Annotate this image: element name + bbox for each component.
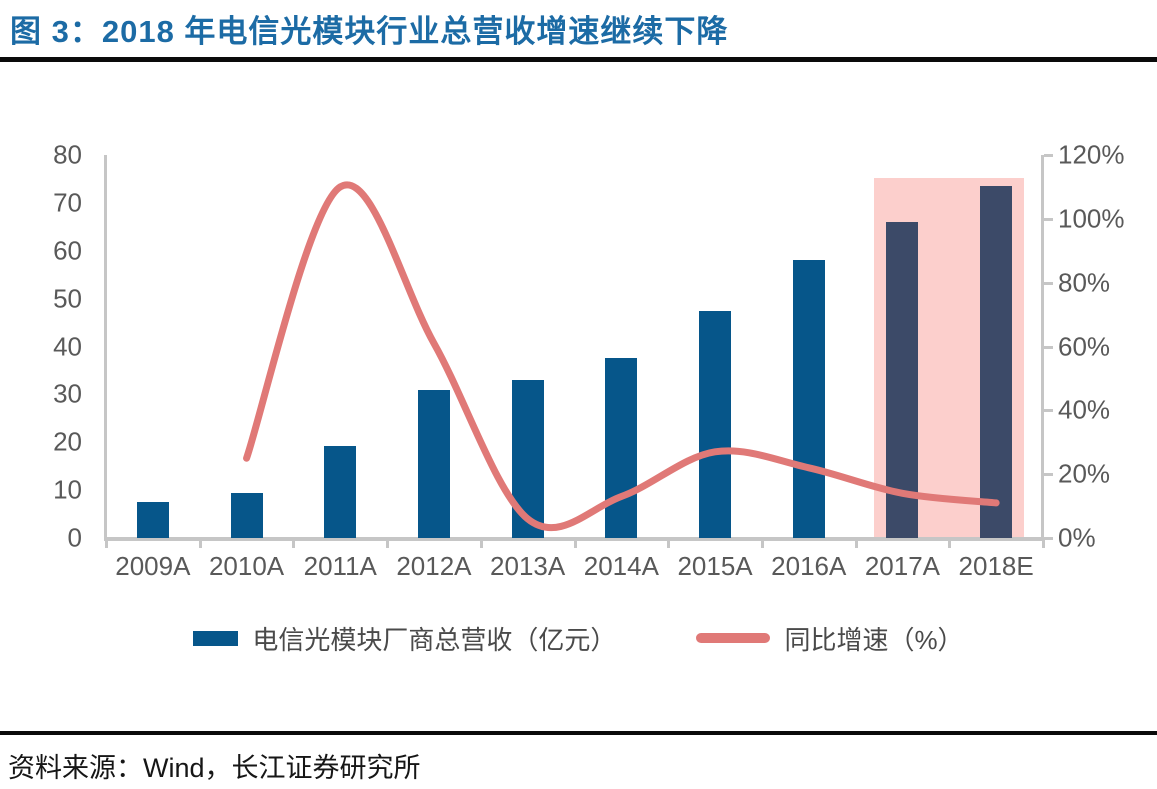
bottom-axis-tick [667, 541, 671, 548]
left-axis-label: 50 [53, 283, 82, 314]
right-axis-line [1041, 155, 1044, 541]
bottom-axis-tick [105, 541, 108, 548]
bottom-axis-tick [198, 541, 202, 548]
title-divider [0, 57, 1157, 62]
right-axis-label: 60% [1058, 331, 1111, 361]
legend-item-revenue: 电信光模块厂商总营收（亿元） [193, 620, 616, 657]
left-axis-label: 30 [53, 378, 82, 409]
left-axis-label: 60 [53, 235, 82, 266]
right-axis-tick [1044, 281, 1053, 285]
right-axis-tick [1044, 154, 1053, 157]
line-legend-swatch [696, 633, 771, 643]
bar-2011A [324, 445, 357, 538]
bar-2017A [886, 222, 919, 538]
bottom-axis-tick [948, 541, 952, 548]
left-axis-label: 70 [53, 187, 82, 218]
bottom-axis-tick [573, 541, 577, 548]
bottom-axis-tick [1042, 541, 1045, 548]
x-axis-label: 2018E [958, 551, 1034, 581]
chart-legend: 电信光模块厂商总营收（亿元） 同比增速（%） [0, 616, 1157, 660]
x-axis-label: 2010A [208, 551, 285, 581]
source-note: 资料来源：Wind，长江证券研究所 [8, 753, 421, 783]
left-axis-label: 0 [67, 522, 82, 553]
x-axis-label: 2014A [583, 551, 659, 581]
right-axis-label: 120% [1058, 139, 1125, 170]
bar-2012A [417, 389, 450, 538]
right-axis-tick [1044, 345, 1053, 349]
bottom-axis-tick [760, 541, 764, 548]
bar-2016A [792, 260, 825, 538]
bar-2015A [699, 310, 732, 538]
bar-2010A [230, 492, 263, 538]
bottom-axis-tick [386, 541, 390, 548]
x-axis-label: 2015A [677, 551, 753, 581]
left-axis-label: 10 [53, 474, 82, 505]
x-axis-label: 2009A [115, 551, 191, 581]
bar-2018E [980, 186, 1013, 538]
x-axis-label: 2011A [303, 551, 377, 581]
legend-item-growth: 同比增速（%） [696, 620, 964, 657]
right-axis-label: 20% [1058, 458, 1111, 489]
right-axis-tick [1044, 537, 1053, 540]
bar-2014A [605, 358, 638, 538]
right-axis-tick [1044, 217, 1053, 221]
legend-label-revenue: 电信光模块厂商总营收（亿元） [252, 624, 617, 655]
left-axis-label: 20 [53, 426, 82, 457]
right-axis-label: 0% [1058, 522, 1096, 553]
x-axis-label: 2012A [396, 551, 472, 581]
bottom-axis-tick [292, 541, 296, 548]
x-axis-label: 2016A [771, 551, 847, 581]
right-axis-tick [1044, 409, 1053, 413]
bottom-axis-line [104, 537, 1045, 541]
figure-title: 图 3：2018 年电信光模块行业总营收增速继续下降 [10, 14, 729, 49]
left-axis-label: 40 [53, 331, 82, 361]
legend-label-growth: 同比增速（%） [784, 624, 964, 655]
x-axis-label: 2013A [490, 551, 566, 581]
right-axis-label: 100% [1058, 203, 1125, 234]
bar-2013A [511, 380, 544, 538]
x-axis-label: 2017A [864, 551, 941, 581]
left-axis-line [104, 155, 107, 541]
right-axis-label: 40% [1058, 394, 1111, 425]
left-axis-label: 80 [53, 139, 82, 170]
bottom-axis-tick [479, 541, 483, 548]
right-axis-label: 80% [1058, 267, 1111, 298]
bar-2009A [136, 502, 169, 538]
bottom-axis-tick [854, 541, 858, 548]
right-axis-tick [1044, 473, 1053, 477]
source-divider [0, 731, 1157, 735]
bar-legend-swatch [193, 630, 239, 646]
